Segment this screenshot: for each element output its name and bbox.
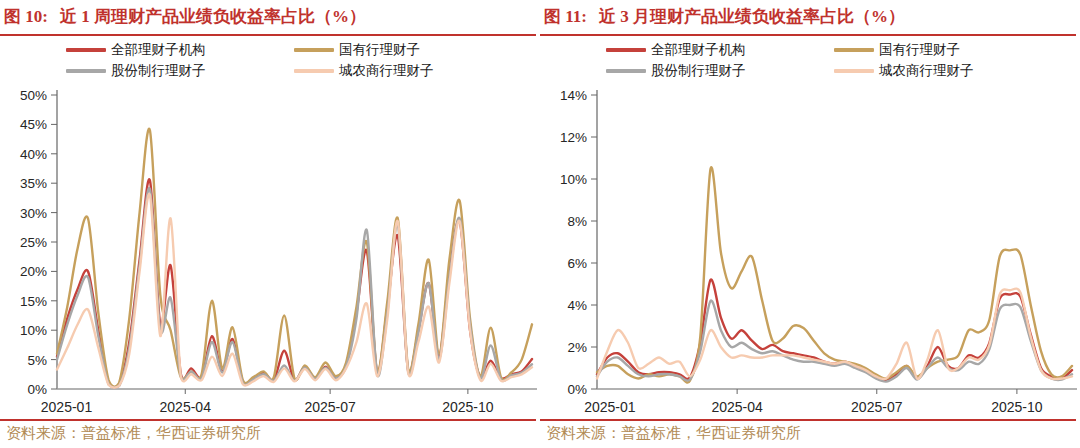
y-axis-label: 30% bbox=[20, 206, 47, 221]
x-axis-label: 2025-01 bbox=[41, 399, 93, 415]
y-axis-label: 20% bbox=[20, 264, 47, 279]
y-axis-label: 14% bbox=[560, 88, 587, 103]
x-axis-label: 2025-04 bbox=[160, 399, 212, 415]
source-note: 资料来源：普益标准，华西证券研究所 bbox=[540, 421, 1080, 443]
series-line-city-rural bbox=[57, 194, 532, 388]
y-axis-label: 10% bbox=[560, 172, 587, 187]
legend-item-state-owned: 国有行理财子 bbox=[834, 40, 1062, 60]
legend-label: 国有行理财子 bbox=[339, 41, 420, 59]
source-note: 资料来源：普益标准，华西证券研究所 bbox=[0, 421, 540, 443]
figure-panel-10: 图 10: 近 1 周理财产品业绩负收益率占比（%） 全部理财子机构 国有行理财… bbox=[0, 0, 540, 448]
legend-item-joint-stock: 股份制行理财子 bbox=[66, 61, 294, 81]
legend-line-swatch bbox=[606, 48, 646, 52]
legend-line-swatch bbox=[834, 69, 874, 73]
y-axis-label: 25% bbox=[20, 235, 47, 250]
y-axis-label: 5% bbox=[27, 353, 47, 368]
figure-11-number: 图 11: bbox=[544, 5, 587, 28]
legend-line-swatch bbox=[294, 69, 334, 73]
legend-item-state-owned: 国有行理财子 bbox=[294, 40, 522, 60]
figure-11-title-text: 近 3 月理财产品业绩负收益率占比（%） bbox=[599, 5, 905, 28]
x-axis-label: 2025-07 bbox=[304, 399, 356, 415]
title-divider bbox=[540, 34, 1076, 36]
y-axis-label: 2% bbox=[567, 340, 587, 355]
y-axis-label: 6% bbox=[567, 256, 587, 271]
report-figure-strip: 图 10: 近 1 周理财产品业绩负收益率占比（%） 全部理财子机构 国有行理财… bbox=[0, 0, 1080, 448]
legend-label: 全部理财子机构 bbox=[651, 41, 746, 59]
x-axis-label: 2025-04 bbox=[711, 399, 763, 415]
y-axis-label: 15% bbox=[20, 294, 47, 309]
y-axis-label: 8% bbox=[567, 214, 587, 229]
title-divider bbox=[0, 34, 536, 36]
legend-line-swatch bbox=[606, 69, 646, 73]
figure-11-title: 图 11: 近 3 月理财产品业绩负收益率占比（%） bbox=[540, 0, 1080, 31]
chart-legend: 全部理财子机构 国有行理财子 股份制行理财子 城农商行理财子 bbox=[66, 40, 540, 81]
legend-item-city-rural: 城农商行理财子 bbox=[294, 61, 522, 81]
legend-label: 城农商行理财子 bbox=[339, 62, 434, 80]
x-axis-label: 2025-07 bbox=[851, 399, 903, 415]
y-axis-label: 12% bbox=[560, 130, 587, 145]
legend-line-swatch bbox=[66, 48, 106, 52]
x-axis-label: 2025-01 bbox=[584, 399, 636, 415]
chart-legend: 全部理财子机构 国有行理财子 股份制行理财子 城农商行理财子 bbox=[606, 40, 1080, 81]
legend-line-swatch bbox=[834, 48, 874, 52]
legend-item-all-institutions: 全部理财子机构 bbox=[606, 40, 834, 60]
x-axis-label: 2025-10 bbox=[991, 399, 1043, 415]
legend-label: 城农商行理财子 bbox=[879, 62, 974, 80]
legend-line-swatch bbox=[66, 69, 106, 73]
legend-label: 股份制行理财子 bbox=[111, 62, 206, 80]
figure-10-title: 图 10: 近 1 周理财产品业绩负收益率占比（%） bbox=[0, 0, 540, 31]
line-chart-3month-negative-yield: 0% 2% 4% 6% 8% 10% 12% 14% 2025-01 2025-04 2025-07… bbox=[540, 81, 1080, 415]
figure-10-number: 图 10: bbox=[4, 5, 48, 28]
line-chart-weekly-negative-yield: 0% 5% 10% 15% 20% 25% 30% 35% 40% 45% 50% 2025-01 20… bbox=[0, 81, 540, 415]
legend-item-city-rural: 城农商行理财子 bbox=[834, 61, 1062, 81]
legend-label: 股份制行理财子 bbox=[651, 62, 746, 80]
series-line-state-owned bbox=[597, 167, 1072, 382]
x-axis-label: 2025-10 bbox=[442, 399, 494, 415]
y-axis-label: 35% bbox=[20, 176, 47, 191]
figure-10-title-text: 近 1 周理财产品业绩负收益率占比（%） bbox=[60, 5, 366, 28]
legend-label: 全部理财子机构 bbox=[111, 41, 206, 59]
legend-item-all-institutions: 全部理财子机构 bbox=[66, 40, 294, 60]
legend-line-swatch bbox=[294, 48, 334, 52]
series-line-joint-stock bbox=[597, 301, 1072, 382]
y-axis-label: 0% bbox=[567, 382, 587, 397]
legend-label: 国有行理财子 bbox=[879, 41, 960, 59]
y-axis-label: 40% bbox=[20, 147, 47, 162]
figure-panel-11: 图 11: 近 3 月理财产品业绩负收益率占比（%） 全部理财子机构 国有行理财… bbox=[540, 0, 1080, 448]
y-axis-label: 45% bbox=[20, 117, 47, 132]
y-axis-label: 10% bbox=[20, 323, 47, 338]
y-axis-label: 4% bbox=[567, 298, 587, 313]
legend-item-joint-stock: 股份制行理财子 bbox=[606, 61, 834, 81]
y-axis-label: 50% bbox=[20, 88, 47, 103]
y-axis-label: 0% bbox=[27, 382, 47, 397]
